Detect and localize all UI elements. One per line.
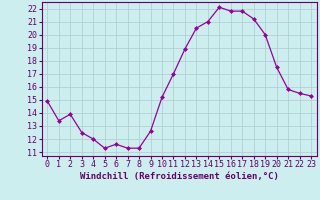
X-axis label: Windchill (Refroidissement éolien,°C): Windchill (Refroidissement éolien,°C) — [80, 172, 279, 181]
